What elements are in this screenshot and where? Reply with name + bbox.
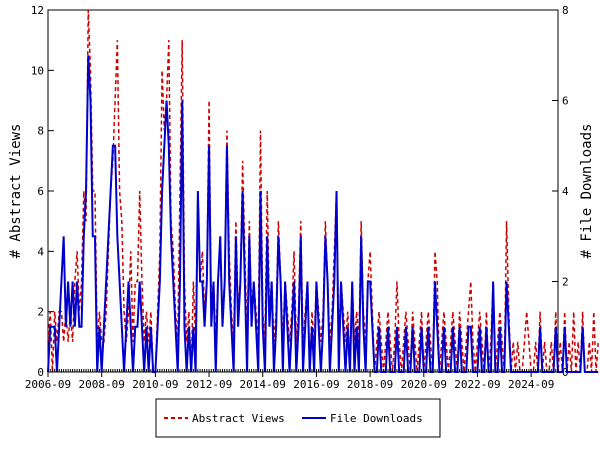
x-tick-label: 2020-09: [401, 378, 447, 391]
y-tick-label: 4: [37, 245, 44, 258]
y2-tick-label: 0: [562, 366, 569, 379]
x-tick-label: 2006-09: [25, 378, 71, 391]
legend-label-file-downloads: File Downloads: [330, 412, 423, 425]
x-tick-label: 2012-09: [186, 378, 232, 391]
y-tick-label: 2: [37, 306, 44, 319]
legend-box: [155, 398, 441, 438]
series-line-file-downloads: [47, 55, 599, 373]
y2-tick-label: 2: [562, 276, 569, 289]
y-tick-label: 6: [37, 185, 44, 198]
y-tick-label: 12: [31, 4, 44, 17]
y2-tick-label: 8: [562, 4, 569, 17]
y-axis-title: # Abstract Views: [8, 124, 24, 259]
series-layer: [47, 9, 600, 373]
x-tick-label: 2024-09: [508, 378, 554, 391]
x-tick-label: 2022-09: [454, 378, 500, 391]
x-tick-label: 2018-09: [347, 378, 393, 391]
x-tick-label: 2010-09: [132, 378, 178, 391]
x-tick-label: 2008-09: [79, 378, 125, 391]
y-tick-label: 0: [37, 366, 44, 379]
y2-tick-label: 6: [562, 95, 569, 108]
axis-layer: 2006-09 2008-09 2010-09 2012-09 2014-09 2016-…: [25, 4, 569, 391]
y2-tick-label: 4: [562, 185, 569, 198]
y-tick-label: 8: [37, 125, 44, 138]
x-tick-label: 2014-09: [240, 378, 286, 391]
legend-label-abstract-views: Abstract Views: [192, 412, 285, 425]
legend: Abstract Views File Downloads: [155, 398, 441, 438]
x-tick-label: 2016-09: [293, 378, 339, 391]
y2-axis-title: # File Downloads: [579, 124, 595, 259]
y-tick-label: 10: [31, 64, 44, 77]
